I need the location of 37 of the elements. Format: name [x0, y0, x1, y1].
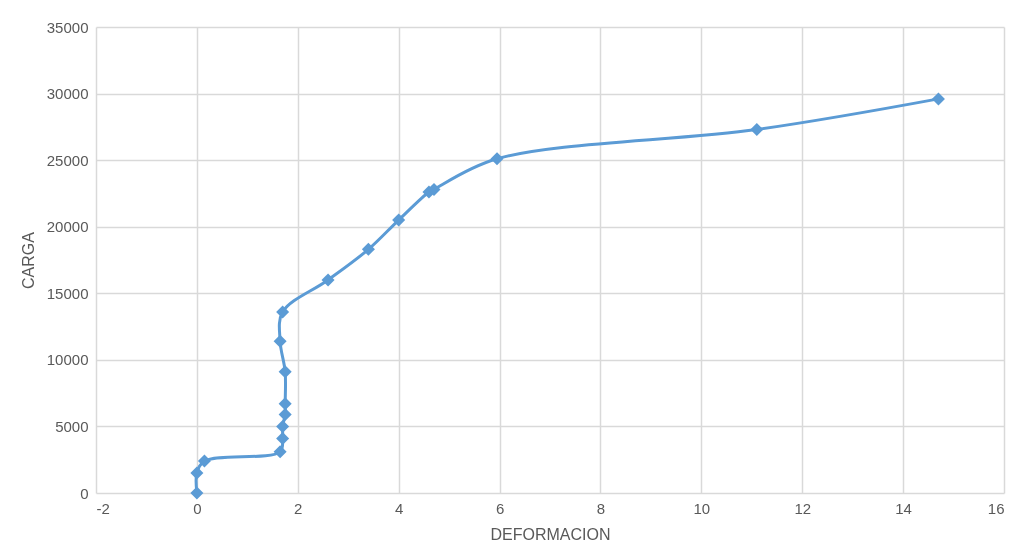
- point: [276, 419, 290, 433]
- y-tick-label: 15000: [46, 284, 89, 302]
- y-tick-label: 30000: [46, 85, 89, 103]
- x-tick-label: 0: [193, 499, 202, 517]
- point: [190, 486, 204, 500]
- point: [278, 365, 292, 379]
- x-tick-label: 4: [394, 499, 404, 517]
- x-tick-label: 6: [495, 499, 505, 517]
- point: [361, 242, 375, 256]
- y-tick-label: 10000: [46, 351, 89, 369]
- x-tick-label: 10: [693, 499, 711, 517]
- point: [278, 397, 292, 411]
- point: [273, 445, 287, 459]
- x-tick-label: 14: [895, 499, 912, 517]
- y-axis-title: CARGA: [19, 231, 37, 289]
- point: [197, 454, 211, 468]
- point: [490, 152, 504, 166]
- x-tick-label: 12: [794, 499, 812, 517]
- y-tick-label: 0: [80, 484, 89, 502]
- y-tick-label: 35000: [46, 18, 89, 36]
- point: [276, 305, 290, 319]
- x-tick-label: 2: [294, 499, 303, 517]
- point: [190, 466, 204, 480]
- y-tick-label: 25000: [46, 151, 89, 169]
- point: [321, 273, 335, 287]
- point: [392, 213, 406, 227]
- point: [750, 123, 764, 137]
- x-axis-title: DEFORMACION: [490, 525, 611, 543]
- y-tick-label: 20000: [46, 218, 89, 236]
- y-tick-label: 5000: [55, 417, 89, 435]
- x-tick-label: 16: [987, 499, 1005, 517]
- x-tick-label: -2: [96, 499, 110, 517]
- point: [278, 407, 292, 421]
- point: [276, 431, 290, 445]
- point: [273, 334, 287, 348]
- x-tick-label: 8: [596, 499, 606, 517]
- point: [931, 92, 945, 106]
